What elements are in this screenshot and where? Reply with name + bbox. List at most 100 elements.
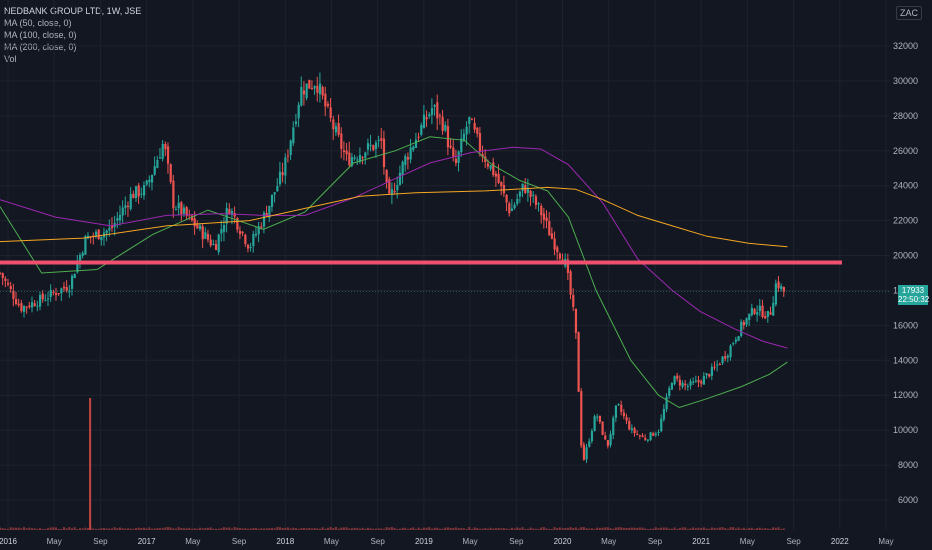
candle-body <box>366 143 370 150</box>
candle-body <box>388 179 391 194</box>
price-tick-label: 10000 <box>893 425 918 435</box>
candle-body <box>276 186 279 192</box>
candle-body <box>676 375 679 379</box>
candle-body <box>12 290 15 299</box>
candle-body <box>22 306 26 312</box>
volume-bar <box>596 527 599 530</box>
volume-bar <box>420 528 423 530</box>
candle-body <box>665 396 668 410</box>
volume-bar <box>758 527 761 530</box>
volume-bar <box>318 528 321 530</box>
time-tick-label: Sep <box>93 537 108 546</box>
currency-label[interactable]: ZAC <box>896 6 922 20</box>
volume-bar <box>94 528 97 530</box>
candle-body <box>252 233 255 247</box>
volume-bar <box>556 528 559 530</box>
candle-body <box>372 145 375 150</box>
candle-body <box>428 114 431 117</box>
volume-bar <box>105 528 108 530</box>
volume-bar <box>646 528 649 530</box>
volume-bar <box>44 528 47 530</box>
candle-body <box>710 366 714 376</box>
volume-bar <box>348 528 351 530</box>
candle-body <box>708 374 711 377</box>
candle-body <box>81 252 84 256</box>
volume-bar <box>390 527 393 530</box>
volume-bar <box>660 527 663 530</box>
candle-body <box>500 181 503 187</box>
volume-bar <box>0 527 1 530</box>
volume-bar <box>628 527 631 530</box>
volume-bar <box>305 528 308 530</box>
candle-body <box>470 119 474 121</box>
volume-bar <box>457 528 460 530</box>
volume-bar <box>641 527 644 530</box>
volume-bar <box>769 528 772 530</box>
candle-body <box>385 170 388 183</box>
candle-body <box>572 295 575 307</box>
candle-body <box>342 150 346 153</box>
ma100-legend-item[interactable]: MA (100, close, 0) <box>4 30 77 40</box>
time-tick-label: Sep <box>648 537 663 546</box>
volume-bar <box>513 528 516 530</box>
candle-body <box>334 126 338 133</box>
time-tick-label: May <box>324 537 339 546</box>
candle-body <box>94 231 98 236</box>
candle-body <box>350 157 354 166</box>
candle-body <box>590 430 594 442</box>
candle-body <box>598 415 602 422</box>
volume-bar <box>158 528 161 530</box>
volume-bar <box>526 528 529 530</box>
candle-body <box>702 376 706 385</box>
candle-body <box>356 159 359 161</box>
volume-bar <box>548 528 551 530</box>
price-tick-label: 12000 <box>893 390 918 400</box>
candle-body <box>742 322 745 326</box>
candle-body <box>454 158 458 164</box>
volume-bar <box>732 527 735 530</box>
volume-bar <box>460 528 463 530</box>
volume-bar <box>678 528 681 530</box>
ma200-legend-item[interactable]: MA (200, close, 0) <box>4 42 77 52</box>
volume-bar <box>734 528 737 530</box>
candle-body <box>574 308 578 333</box>
volume-bar <box>774 527 777 530</box>
candle-body <box>545 217 548 222</box>
volume-bar <box>132 528 135 530</box>
candle-body <box>249 246 252 248</box>
volume-bar <box>81 528 84 530</box>
volume-bar <box>321 527 324 530</box>
volume-bar <box>164 527 167 530</box>
volume-bar <box>740 528 743 530</box>
candle-body <box>697 380 700 383</box>
volume-bar <box>38 528 41 530</box>
time-tick-label: May <box>740 537 755 546</box>
candle-body <box>478 133 482 152</box>
volume-bar <box>9 527 12 530</box>
candle-body <box>444 124 447 131</box>
candle-body <box>241 231 244 234</box>
volume-legend-item[interactable]: Vol <box>4 54 17 64</box>
candle-body <box>313 86 316 89</box>
volume-bar <box>92 528 95 530</box>
volume-bar <box>140 527 143 530</box>
volume-bar <box>766 528 769 530</box>
candle-body <box>198 225 202 230</box>
time-tick-label: May <box>601 537 616 546</box>
candle-body <box>438 115 442 117</box>
volume-bar <box>294 528 297 530</box>
volume-bar <box>438 528 441 530</box>
candle-body <box>134 186 138 199</box>
candle-body <box>393 190 396 193</box>
volume-bar <box>268 528 271 530</box>
ma50-legend-item[interactable]: MA (50, close, 0) <box>4 18 72 28</box>
candle-body <box>284 157 287 176</box>
candle-body <box>737 336 740 341</box>
candle-body <box>148 179 151 183</box>
volume-bar <box>585 528 588 530</box>
volume-bar <box>252 527 255 530</box>
candle-body <box>774 283 777 305</box>
volume-bar <box>593 528 596 530</box>
time-tick-label: 2017 <box>138 537 156 546</box>
